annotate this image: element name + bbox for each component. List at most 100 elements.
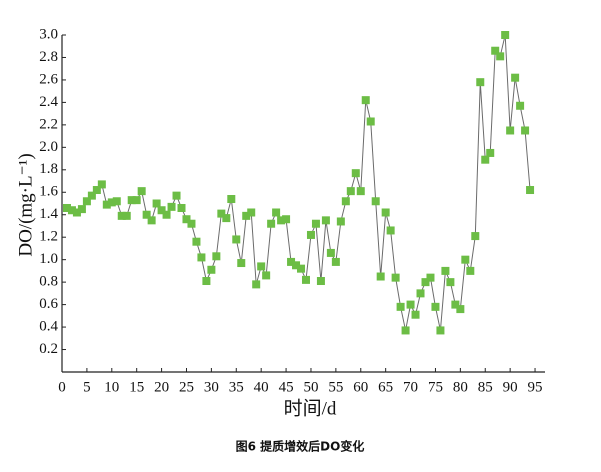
data-point — [297, 264, 306, 273]
data-point — [361, 96, 370, 105]
x-tick-label: 35 — [229, 379, 244, 395]
x-tick-label: 25 — [179, 379, 194, 395]
caption: 图6 提质增效后DO变化 — [236, 439, 365, 454]
data-point — [496, 52, 505, 61]
data-point — [331, 257, 340, 266]
data-point — [486, 148, 495, 157]
data-point — [167, 202, 176, 211]
data-point — [262, 271, 271, 280]
data-point — [521, 126, 530, 135]
y-tick-label: 1.4 — [39, 206, 58, 222]
data-point — [326, 248, 335, 257]
x-tick-label: 90 — [503, 379, 518, 395]
x-tick-label: 45 — [279, 379, 294, 395]
x-tick-label: 50 — [303, 379, 318, 395]
data-point — [227, 195, 236, 204]
x-tick-label: 5 — [83, 379, 91, 395]
data-point — [441, 266, 450, 275]
data-point — [376, 272, 385, 281]
data-point — [162, 210, 171, 219]
data-point — [346, 187, 355, 196]
data-point — [272, 208, 281, 217]
data-point — [82, 197, 91, 206]
data-point — [416, 289, 425, 298]
data-point — [122, 211, 131, 220]
data-point — [207, 265, 216, 274]
x-tick-label: 20 — [154, 379, 169, 395]
data-point — [152, 199, 161, 208]
data-point — [277, 216, 286, 225]
x-tick-label: 10 — [104, 379, 119, 395]
data-point — [132, 196, 141, 205]
y-tick-label: 1.6 — [39, 184, 58, 200]
data-point — [72, 208, 81, 217]
data-point — [117, 211, 126, 220]
data-point — [471, 232, 480, 241]
data-point — [292, 261, 301, 270]
data-point — [516, 101, 525, 110]
data-point — [147, 216, 156, 225]
data-point — [396, 302, 405, 311]
data-point — [77, 205, 86, 214]
y-tick-label: 2.4 — [39, 94, 58, 110]
data-point — [466, 266, 475, 275]
y-axis-title: DO/(mg·L⁻¹) — [15, 153, 36, 256]
data-point — [506, 126, 515, 135]
x-axis-title: 时间/d — [284, 397, 337, 419]
data-line — [66, 34, 531, 331]
data-point — [321, 216, 330, 225]
data-point — [112, 197, 121, 206]
data-point — [222, 214, 231, 223]
y-tick-label: 3.0 — [39, 26, 58, 42]
y-tick-label: 2.8 — [39, 49, 58, 65]
data-point — [217, 209, 226, 218]
x-tick-label: 65 — [378, 379, 393, 395]
data-point — [157, 206, 166, 215]
data-point — [476, 78, 485, 87]
data-point — [406, 300, 415, 309]
data-point — [431, 302, 440, 311]
data-point — [351, 169, 360, 178]
x-tick-label: 40 — [254, 379, 269, 395]
y-tick-label: 0.6 — [39, 296, 58, 312]
data-point — [481, 155, 490, 164]
y-tick-label: 0.8 — [39, 274, 58, 290]
y-tick-label: 1.0 — [39, 251, 58, 267]
data-point — [336, 217, 345, 226]
data-point — [237, 259, 246, 268]
data-point — [501, 31, 510, 39]
data-point — [257, 262, 266, 271]
data-point — [142, 210, 151, 219]
data-point — [371, 197, 380, 206]
data-point — [311, 219, 320, 228]
data-point — [446, 278, 455, 287]
y-tick-label: 2.2 — [39, 116, 58, 132]
x-tick-label: 60 — [353, 379, 368, 395]
data-point — [92, 186, 101, 195]
data-point — [456, 305, 465, 314]
data-point — [62, 203, 71, 212]
y-tick-label: 2.6 — [39, 71, 58, 87]
y-tick-label: 0.4 — [39, 319, 58, 335]
data-point — [97, 180, 106, 189]
x-tick-label: 95 — [528, 379, 543, 395]
data-point — [381, 208, 390, 217]
data-point — [356, 187, 365, 196]
data-point — [107, 198, 116, 207]
x-tick-label: 85 — [478, 379, 493, 395]
data-point — [87, 191, 96, 200]
y-tick-label: 2.0 — [39, 139, 58, 155]
data-point — [267, 219, 276, 228]
data-point — [247, 208, 256, 217]
data-point — [67, 206, 76, 215]
data-point — [282, 215, 291, 224]
data-point — [301, 275, 310, 284]
data-point — [511, 73, 520, 82]
data-point — [391, 273, 400, 282]
data-point — [197, 253, 206, 262]
data-point — [102, 200, 111, 209]
data-point — [242, 211, 251, 220]
data-point — [182, 215, 191, 224]
data-point — [436, 326, 445, 335]
